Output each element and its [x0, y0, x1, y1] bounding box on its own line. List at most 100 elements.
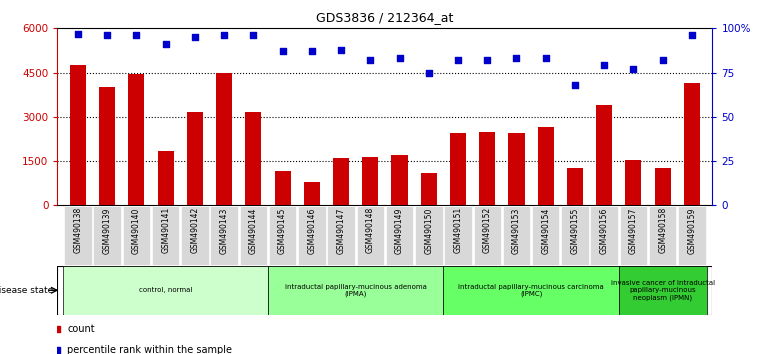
Text: GSM490145: GSM490145	[278, 207, 287, 253]
Bar	[268, 266, 444, 315]
Bar	[240, 206, 267, 265]
Bar	[99, 87, 115, 205]
Bar	[187, 113, 203, 205]
Text: control, normal: control, normal	[139, 287, 192, 293]
Text: disease state: disease state	[0, 286, 54, 295]
Bar	[327, 206, 355, 265]
Bar	[421, 173, 437, 205]
Bar	[444, 266, 619, 315]
Bar	[473, 206, 501, 265]
Point	[101, 33, 113, 38]
Text: GDS3836 / 212364_at: GDS3836 / 212364_at	[316, 11, 453, 24]
Bar	[64, 266, 268, 315]
Text: GSM490158: GSM490158	[658, 207, 667, 253]
Text: GSM490141: GSM490141	[161, 207, 170, 253]
Bar	[152, 206, 179, 265]
Text: GSM490156: GSM490156	[600, 207, 609, 253]
Text: GSM490152: GSM490152	[483, 207, 492, 253]
Point	[364, 57, 376, 63]
Text: intraductal papillary-mucinous carcinoma
(IPMC): intraductal papillary-mucinous carcinoma…	[458, 284, 604, 297]
Text: GSM490146: GSM490146	[307, 207, 316, 253]
Bar	[591, 206, 618, 265]
Point	[218, 33, 231, 38]
Point	[452, 57, 464, 63]
Bar	[509, 133, 525, 205]
Bar	[123, 206, 150, 265]
Point	[481, 57, 493, 63]
Bar	[211, 206, 238, 265]
Bar	[333, 158, 349, 205]
Bar	[538, 127, 554, 205]
Bar	[450, 133, 466, 205]
Text: GSM490149: GSM490149	[395, 207, 404, 253]
Point	[277, 48, 289, 54]
Point	[656, 57, 669, 63]
Bar	[502, 206, 530, 265]
Text: GSM490140: GSM490140	[132, 207, 141, 253]
Bar	[444, 206, 472, 265]
Bar	[274, 171, 290, 205]
Text: GSM490143: GSM490143	[220, 207, 228, 253]
Point	[394, 56, 406, 61]
Bar	[181, 206, 208, 265]
Text: GSM490155: GSM490155	[571, 207, 579, 253]
Bar	[625, 160, 641, 205]
Bar	[362, 156, 378, 205]
Point	[686, 33, 698, 38]
Bar	[678, 206, 705, 265]
Bar	[93, 206, 121, 265]
Bar	[415, 206, 443, 265]
Point	[188, 34, 201, 40]
Point	[159, 41, 172, 47]
Bar	[269, 206, 296, 265]
Bar	[596, 105, 612, 205]
Bar	[620, 206, 647, 265]
Bar	[129, 74, 145, 205]
Point	[247, 33, 260, 38]
Bar	[245, 113, 261, 205]
Bar	[655, 169, 671, 205]
Point	[627, 66, 640, 72]
Point	[423, 70, 435, 75]
Text: GSM490157: GSM490157	[629, 207, 638, 253]
Bar	[567, 169, 583, 205]
Bar	[386, 206, 414, 265]
Point	[598, 63, 611, 68]
Bar	[70, 65, 86, 205]
Point	[569, 82, 581, 88]
Text: percentile rank within the sample: percentile rank within the sample	[67, 346, 232, 354]
Bar	[532, 206, 559, 265]
Text: GSM490153: GSM490153	[512, 207, 521, 253]
Point	[243, 47, 255, 53]
Text: GSM490148: GSM490148	[366, 207, 375, 253]
Bar	[158, 151, 174, 205]
Point	[539, 56, 552, 61]
Bar	[298, 206, 326, 265]
Point	[306, 48, 318, 54]
Point	[243, 240, 255, 246]
Bar	[304, 182, 320, 205]
Point	[510, 56, 522, 61]
Bar	[561, 206, 589, 265]
Text: GSM490151: GSM490151	[453, 207, 463, 253]
Bar	[684, 83, 700, 205]
Bar	[619, 266, 706, 315]
Text: count: count	[67, 324, 95, 334]
Bar	[356, 206, 384, 265]
Bar	[480, 132, 496, 205]
Text: GSM490147: GSM490147	[336, 207, 345, 253]
Bar	[649, 206, 676, 265]
Text: GSM490154: GSM490154	[542, 207, 550, 253]
Point	[335, 47, 347, 52]
Point	[130, 33, 142, 38]
Text: GSM490144: GSM490144	[249, 207, 258, 253]
Text: GSM490159: GSM490159	[687, 207, 696, 253]
Bar	[216, 73, 232, 205]
Text: GSM490150: GSM490150	[424, 207, 434, 253]
Bar	[391, 155, 408, 205]
Text: invasive cancer of intraductal
papillary-mucinous
neoplasm (IPMN): invasive cancer of intraductal papillary…	[611, 280, 715, 301]
Text: GSM490139: GSM490139	[103, 207, 112, 253]
Bar	[64, 206, 92, 265]
Text: GSM490142: GSM490142	[191, 207, 199, 253]
Point	[72, 31, 84, 36]
